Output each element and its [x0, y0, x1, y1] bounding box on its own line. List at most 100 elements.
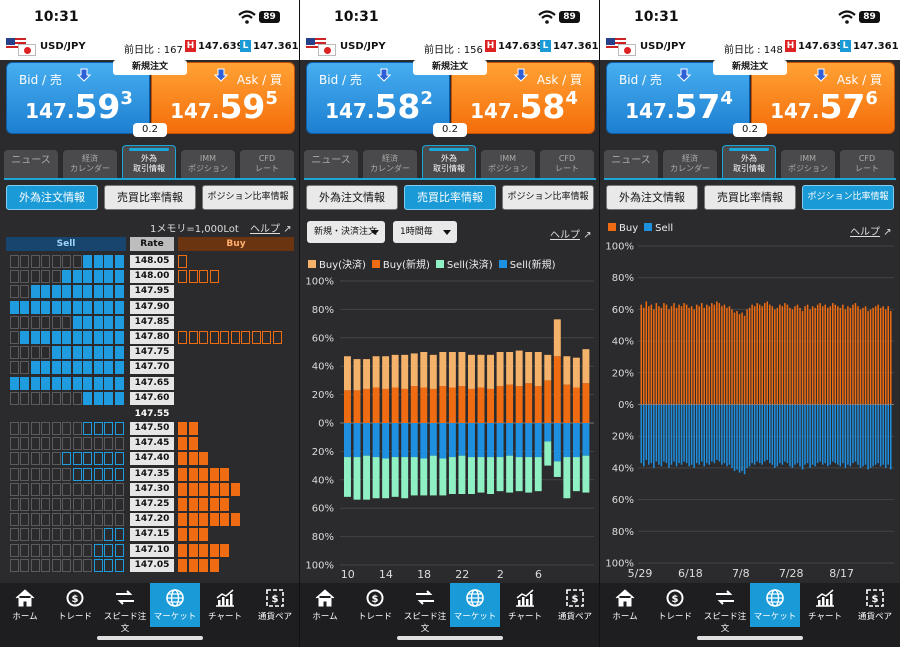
nav-trade[interactable]: $ トレード [50, 583, 100, 627]
trade-ratio-button[interactable]: 売買比率情報 [104, 185, 196, 210]
bar-sell [645, 404, 648, 460]
bar-sell [766, 404, 769, 460]
tab-imm-position[interactable]: IMM ポジション [181, 150, 235, 179]
position-ratio-button[interactable]: ポジション比率情報 [502, 185, 594, 210]
order-type-select[interactable]: 新規・決済注文 [307, 221, 385, 243]
bar-buy [690, 306, 693, 405]
currency-pair-header[interactable]: USD/JPY 前日比 : 167 H 147.639 L 147.361 [0, 34, 299, 60]
currency-pair-header[interactable]: USD/JPY 前日比 : 148 H 147.639 L 147.361 [600, 34, 900, 60]
tab-economic-calendar[interactable]: 経済 カレンダー [363, 150, 417, 179]
nav-home[interactable]: ホーム [0, 583, 50, 627]
buy-volume-cell [199, 452, 208, 466]
trade-ratio-button[interactable]: 売買比率情報 [404, 185, 496, 210]
nav-chart[interactable]: チャート [500, 583, 550, 627]
position-ratio-button[interactable]: ポジション比率情報 [802, 185, 894, 210]
buy-volume-cell [178, 437, 187, 451]
trade-icon: $ [366, 589, 384, 607]
sell-header: Sell [6, 237, 126, 251]
nav-trade[interactable]: $ トレード [350, 583, 400, 627]
nav-market[interactable]: マーケット [150, 583, 200, 627]
trade-ratio-button[interactable]: 売買比率情報 [704, 185, 796, 210]
nav-market[interactable]: マーケット [750, 583, 800, 627]
y-tick-label: 100% [605, 559, 634, 570]
tab-cfd-rate[interactable]: CFD レート [240, 150, 294, 179]
nav-currency-pair[interactable]: $ 通貨ペア [850, 583, 900, 627]
rate-cell-l2: 147.40 [130, 452, 174, 466]
currency-pair-header[interactable]: USD/JPY 前日比 : 156 H 147.639 L 147.361 [300, 34, 599, 60]
bar-buy [698, 306, 700, 405]
nav-currency-pair[interactable]: $ 通貨ペア [250, 583, 299, 627]
sell-volume-cell [93, 315, 103, 329]
nav-speed-order[interactable]: スピード注文 [400, 583, 450, 634]
bar-sell-close [363, 455, 371, 500]
new-order-button[interactable]: 新規注文 [413, 60, 487, 75]
sell-volume-cell [114, 482, 124, 496]
tab-economic-calendar[interactable]: 経済 カレンダー [663, 150, 717, 179]
bar-buy-new [382, 388, 390, 423]
bar-sell-close [353, 457, 361, 500]
tab-fx-trading-info[interactable]: 外為 取引情報 [722, 145, 776, 179]
fx-order-info-button[interactable]: 外為注文情報 [306, 185, 398, 210]
tab-imm-position-label: IMM [499, 154, 517, 163]
nav-trade[interactable]: $ トレード [650, 583, 700, 627]
bar-buy [758, 304, 761, 405]
nav-home[interactable]: ホーム [300, 583, 350, 627]
new-order-button[interactable]: 新規注文 [713, 60, 787, 75]
tab-cfd-rate[interactable]: CFD レート [540, 150, 594, 179]
tab-imm-position-label: ポジション [488, 164, 528, 173]
bar-sell [799, 404, 801, 467]
tab-economic-calendar[interactable]: 経済 カレンダー [63, 150, 117, 179]
nav-chart[interactable]: チャート [800, 583, 850, 627]
fx-order-info-button[interactable]: 外為注文情報 [606, 185, 698, 210]
ask-price: 147.595 [152, 87, 296, 126]
orderbook-memo-line: 1メモリ=1,000Lot ヘルプ ↗ [150, 220, 292, 235]
usd-jpy-flag-icon [306, 38, 338, 56]
tab-news[interactable]: ニュース [4, 150, 58, 179]
fx-order-info-button[interactable]: 外為注文情報 [6, 185, 98, 210]
nav-home[interactable]: ホーム [600, 583, 650, 627]
bar-sell [867, 404, 869, 470]
market-icon [166, 589, 184, 607]
bid-label: Bid / 売 [19, 73, 62, 87]
nav-label: トレード [657, 612, 692, 622]
low-value: 147.361 [253, 41, 299, 52]
sell-volume-cell [72, 437, 82, 451]
tab-news[interactable]: ニュース [304, 150, 358, 179]
ask-quote-button[interactable]: Ask / 買 147.576 [751, 62, 895, 134]
nav-speed-order[interactable]: スピード注文 [700, 583, 750, 634]
buy-volume-cell [188, 528, 198, 542]
bid-price: 147.593 [7, 87, 151, 126]
bar-sell-new [363, 423, 371, 456]
new-order-button[interactable]: 新規注文 [113, 60, 187, 75]
buy-volume-cell [241, 331, 250, 344]
tab-fx-trading-info[interactable]: 外為 取引情報 [122, 145, 176, 179]
nav-chart[interactable]: チャート [200, 583, 250, 627]
nav-currency-pair[interactable]: $ 通貨ペア [550, 583, 599, 627]
nav-speed-order[interactable]: スピード注文 [100, 583, 150, 634]
chart-icon [516, 589, 534, 607]
tab-cfd-rate[interactable]: CFD レート [840, 150, 894, 179]
sell-volume-cell [41, 437, 50, 451]
tab-news[interactable]: ニュース [604, 150, 658, 179]
tab-fx-trading-info[interactable]: 外為 取引情報 [422, 145, 476, 179]
sell-volume-cell [20, 376, 29, 390]
buy-volume-cell [178, 498, 187, 511]
help-link[interactable]: ヘルプ ↗ [550, 226, 592, 241]
tab-underline [604, 178, 896, 180]
rate-header: Rate [130, 237, 174, 251]
help-link[interactable]: ヘルプ ↗ [850, 223, 892, 238]
position-ratio-button[interactable]: ポジション比率情報 [202, 185, 294, 210]
bar-sell [794, 404, 796, 465]
tab-imm-position[interactable]: IMM ポジション [481, 150, 535, 179]
nav-market[interactable]: マーケット [450, 583, 500, 627]
help-link[interactable]: ヘルプ ↗ [250, 220, 292, 235]
ask-quote-button[interactable]: Ask / 買 147.584 [451, 62, 595, 134]
bar-buy-new [534, 386, 542, 423]
bar-buy [670, 306, 673, 405]
period-select[interactable]: 1時間毎 [393, 221, 457, 243]
buy-volume-cell [209, 513, 219, 527]
sell-volume-cell [9, 361, 19, 375]
x-tick-label: 8/17 [829, 567, 854, 580]
bid-quote-button[interactable]: Bid / 売 147.574 [606, 62, 750, 134]
tab-imm-position[interactable]: IMM ポジション [781, 150, 835, 179]
